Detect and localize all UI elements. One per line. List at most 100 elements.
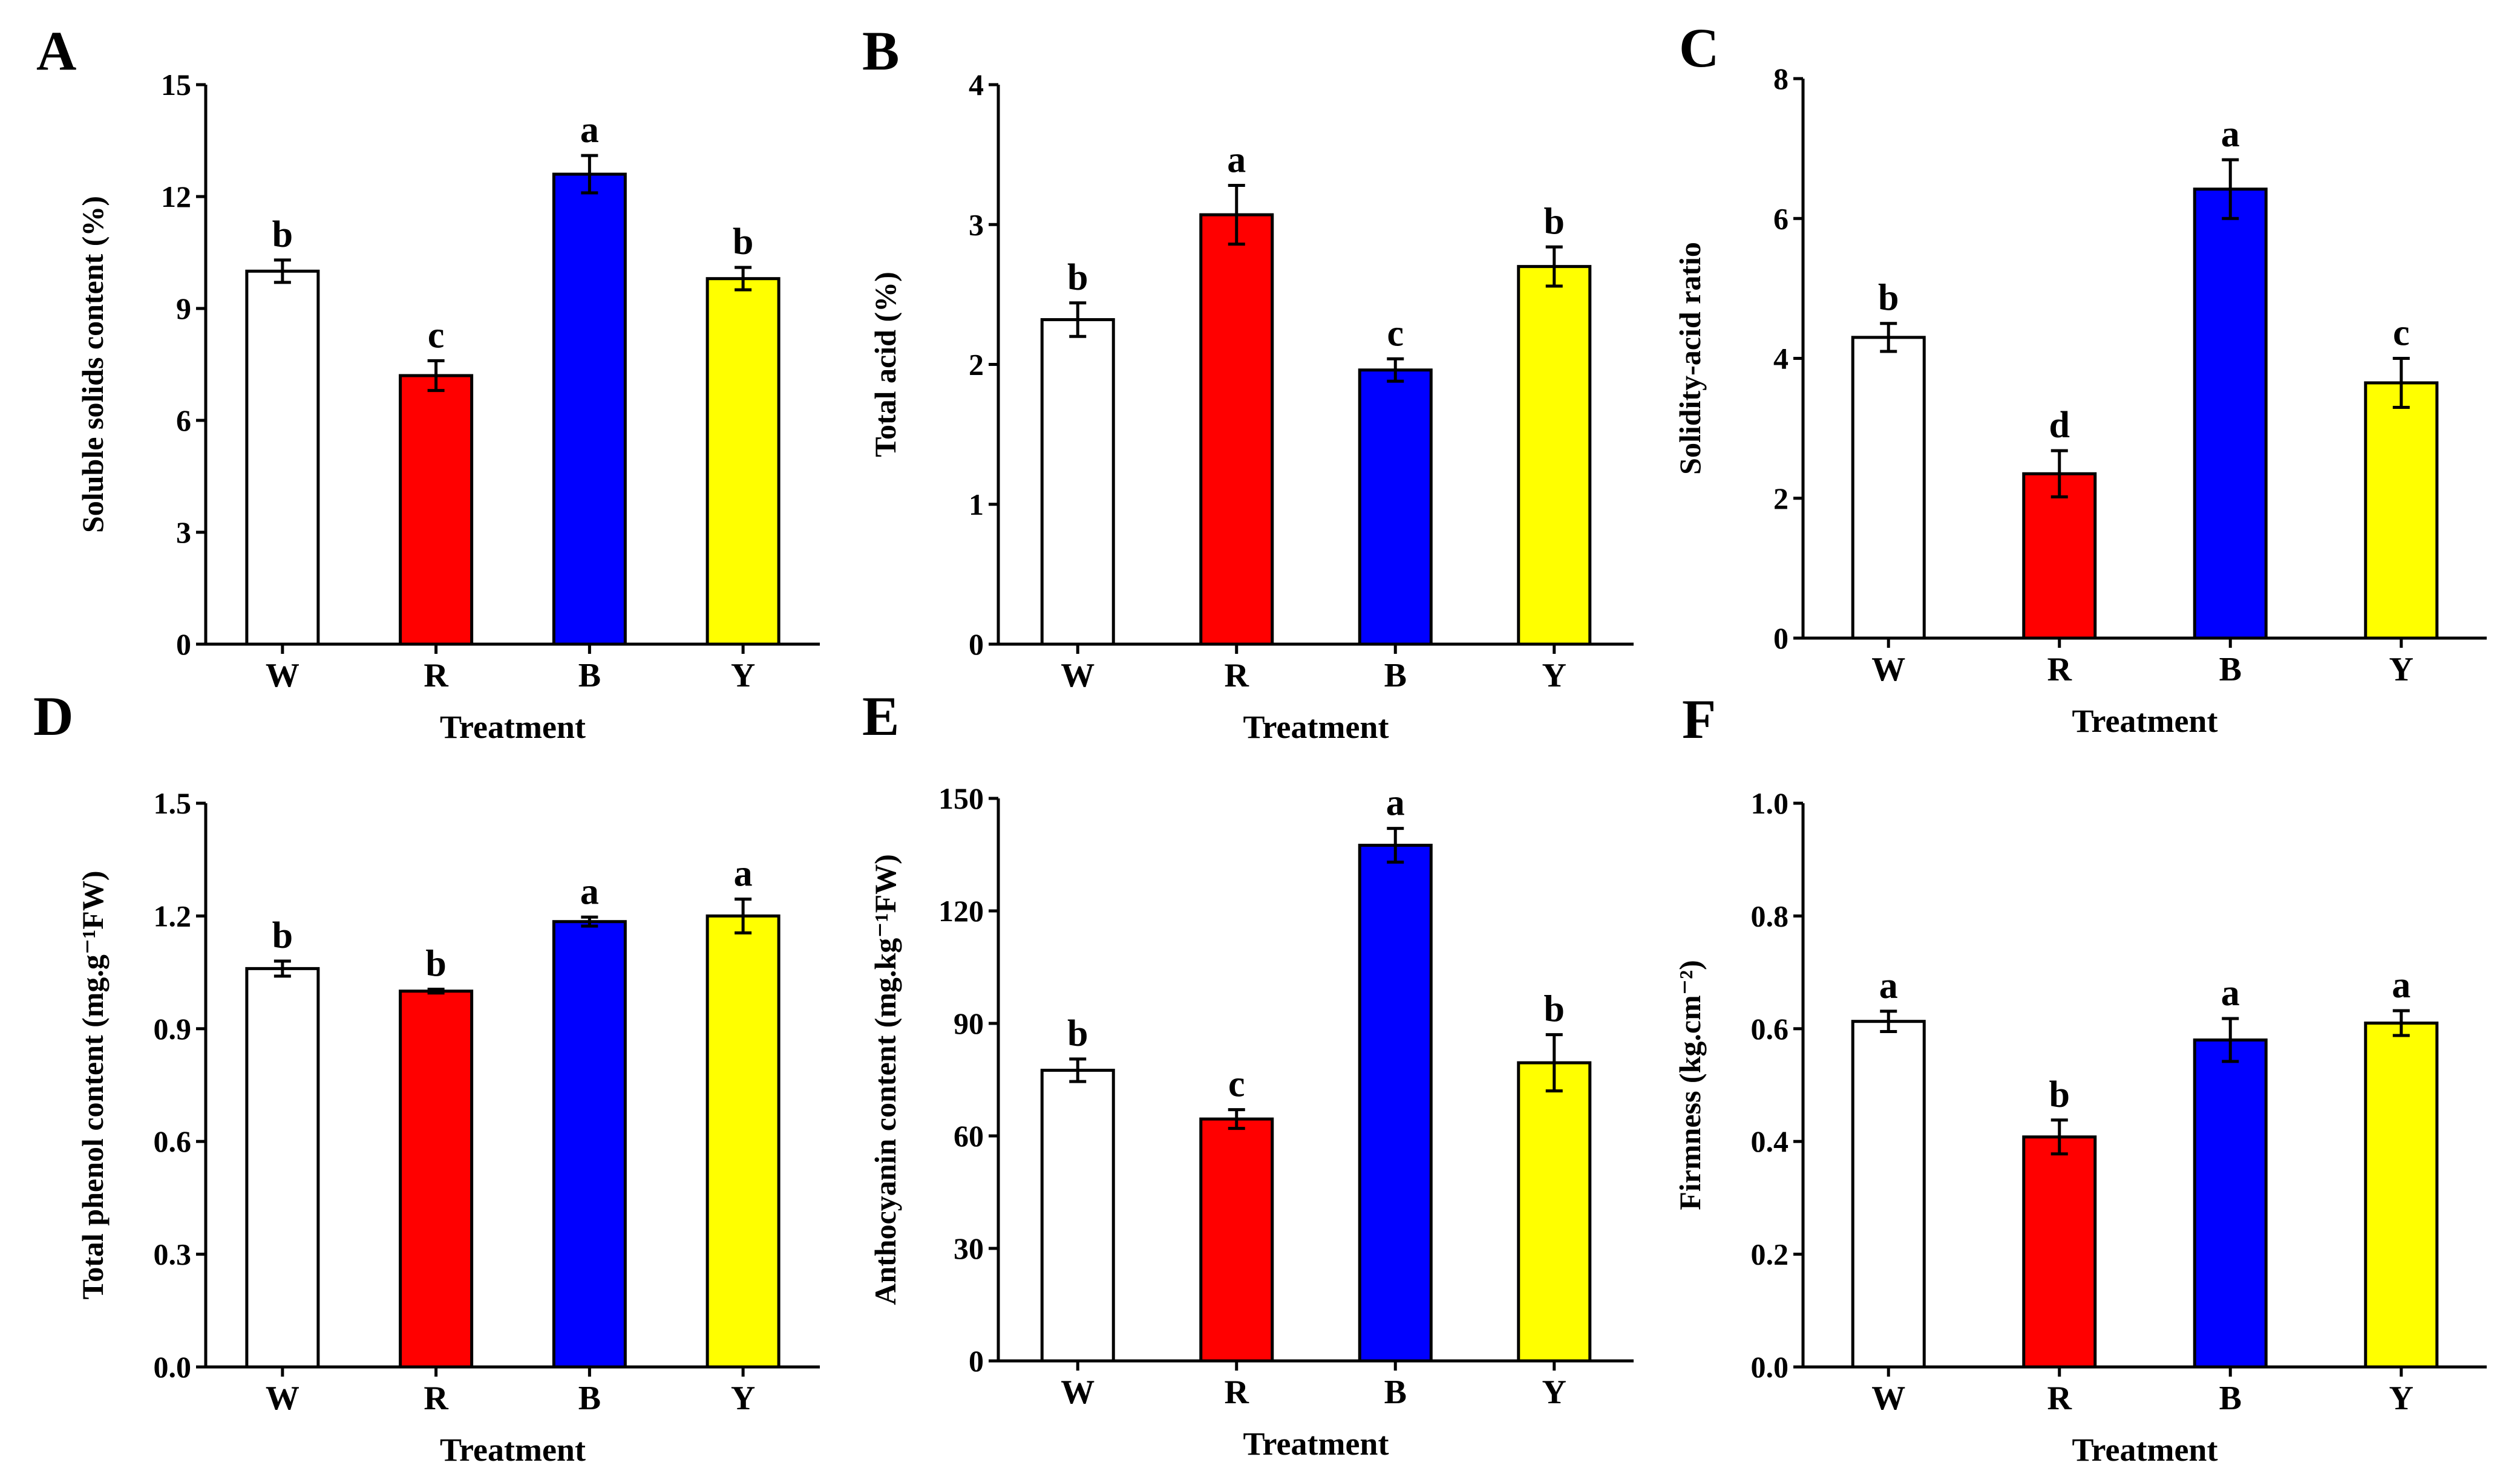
significance-letter: b	[1067, 1013, 1088, 1054]
bar-b	[552, 172, 627, 646]
y-tick-label: 0.6	[154, 1124, 192, 1158]
y-tick-label: 3	[176, 515, 191, 549]
bar-y	[705, 914, 781, 1369]
x-tick-label: Y	[1542, 657, 1566, 694]
bar-r	[399, 990, 474, 1369]
panel-label: C	[1679, 17, 1719, 79]
y-axis-title: Firmness (kg.cm⁻²)	[1673, 960, 1707, 1210]
y-axis-title: Total phenol content (mg.g⁻¹FW)	[76, 871, 110, 1300]
significance-letter: b	[733, 221, 753, 263]
y-tick-label: 60	[954, 1119, 984, 1153]
error-bar-y	[735, 266, 752, 292]
significance-letter: b	[1878, 278, 1899, 319]
x-tick-label: Y	[731, 1380, 755, 1417]
error-bar-y	[1545, 1033, 1563, 1093]
significance-letter: c	[1228, 1064, 1245, 1105]
y-tick-label: 2	[1773, 481, 1789, 515]
bar-w	[1040, 318, 1115, 646]
significance-letter: b	[272, 915, 293, 956]
y-tick-label: 0.3	[154, 1238, 192, 1271]
error-bar-b	[581, 154, 598, 195]
panel-label: D	[33, 685, 73, 747]
y-tick-label: 9	[176, 292, 191, 325]
bar-r	[2022, 1135, 2097, 1369]
y-tick-label: 2	[969, 348, 984, 382]
x-tick-label: R	[424, 657, 448, 694]
x-tick-label: W	[266, 657, 299, 694]
y-tick-label: 90	[954, 1006, 984, 1040]
bar-y	[1517, 265, 1592, 646]
error-bar-b	[2222, 158, 2239, 220]
chart-panel-d: Db Wb Ra Ba Y 0.0 0.3 0.6 0.9 1.2 1.5 Treatment Tota…	[33, 685, 820, 1468]
x-tick-label: B	[578, 1380, 601, 1417]
y-tick-label: 0.0	[154, 1350, 192, 1384]
error-bar-w	[1069, 301, 1087, 338]
significance-letter: a	[1227, 140, 1246, 181]
y-tick-label: 6	[176, 403, 191, 437]
x-tick-label: W	[1061, 657, 1095, 694]
bar-b	[552, 920, 627, 1369]
y-tick-label: 12	[161, 180, 191, 214]
y-tick-label: 0.8	[1751, 899, 1789, 933]
chart-panel-f: Fa Wb Ra Ba Y 0.0 0.2 0.4 0.6 0.8 1.0 Treatment Firm…	[1673, 688, 2487, 1468]
y-tick-label: 0	[969, 1344, 984, 1378]
error-bar-b	[581, 915, 598, 928]
x-axis-title: Treatment	[1243, 709, 1389, 745]
x-tick-label: B	[1384, 1374, 1407, 1411]
significance-letter: c	[1387, 313, 1404, 354]
y-tick-label: 150	[938, 781, 984, 815]
significance-letter: d	[2049, 405, 2070, 446]
x-tick-label: W	[1871, 651, 1905, 688]
chart-panel-e: Eb Wc Ra Bb Y 0 30 60 90 120 150 Treatment Anthocyan…	[862, 685, 1634, 1462]
x-tick-label: B	[2219, 1380, 2242, 1417]
y-tick-label: 0.9	[154, 1012, 192, 1046]
y-tick-label: 0.2	[1751, 1238, 1789, 1271]
significance-letter: a	[2221, 114, 2240, 155]
significance-letter: c	[428, 315, 445, 356]
y-tick-label: 0.6	[1751, 1012, 1789, 1046]
significance-letter: a	[2392, 965, 2410, 1006]
error-bar-w	[1069, 1057, 1087, 1083]
x-tick-label: B	[1384, 657, 1407, 694]
y-axis-title: Soluble solids content (%)	[76, 196, 110, 533]
y-tick-label: 0	[969, 627, 984, 661]
significance-letter: a	[1879, 965, 1898, 1006]
error-bar-w	[1880, 322, 1897, 353]
x-tick-label: W	[1061, 1374, 1095, 1411]
error-bar-r	[427, 359, 445, 393]
x-tick-label: Y	[1542, 1374, 1566, 1411]
error-bar-r	[2050, 1118, 2068, 1156]
y-axis-title: Solidity-acid ratio	[1673, 242, 1707, 475]
bar-w	[1851, 336, 1926, 640]
chart-panel-b: Bb Wa Rc Bb Y 0 1 2 3 4 Treatment Total acid (%)	[862, 20, 1634, 745]
y-tick-label: 3	[969, 207, 984, 241]
error-bar-y	[2392, 1009, 2410, 1037]
x-axis-title: Treatment	[2072, 1432, 2218, 1468]
bar-b	[2193, 188, 2268, 640]
bar-r	[1199, 213, 1274, 646]
bar-y	[1517, 1061, 1592, 1363]
significance-letter: a	[580, 109, 599, 151]
chart-panel-c: Cb Wd Ra Bc Y 0 2 4 6 8 Treatment Solidity-acid rat…	[1673, 17, 2487, 739]
y-tick-label: 15	[161, 68, 191, 102]
bar-y	[705, 277, 781, 646]
x-tick-label: W	[266, 1380, 299, 1417]
x-axis-title: Treatment	[440, 709, 586, 745]
y-axis-title: Total acid (%)	[868, 272, 902, 457]
significance-letter: b	[2049, 1074, 2070, 1115]
bar-y	[2364, 1021, 2439, 1369]
bar-w	[1851, 1020, 1926, 1369]
error-bar-w	[273, 959, 291, 978]
chart-panel-a: Ab Wc Ra Bb Y 0 3 6 9 12 15 Treatment Soluble solids…	[36, 20, 820, 745]
x-tick-label: R	[1225, 657, 1249, 694]
bar-r	[2022, 472, 2097, 640]
x-tick-label: R	[2047, 1380, 2072, 1417]
significance-letter: a	[1386, 783, 1405, 824]
bar-r	[399, 374, 474, 646]
significance-letter: b	[425, 944, 446, 985]
y-tick-label: 4	[1773, 342, 1789, 376]
bar-b	[1358, 368, 1433, 646]
error-bar-b	[1387, 827, 1404, 864]
x-axis-title: Treatment	[440, 1432, 586, 1468]
x-tick-label: Y	[731, 657, 755, 694]
